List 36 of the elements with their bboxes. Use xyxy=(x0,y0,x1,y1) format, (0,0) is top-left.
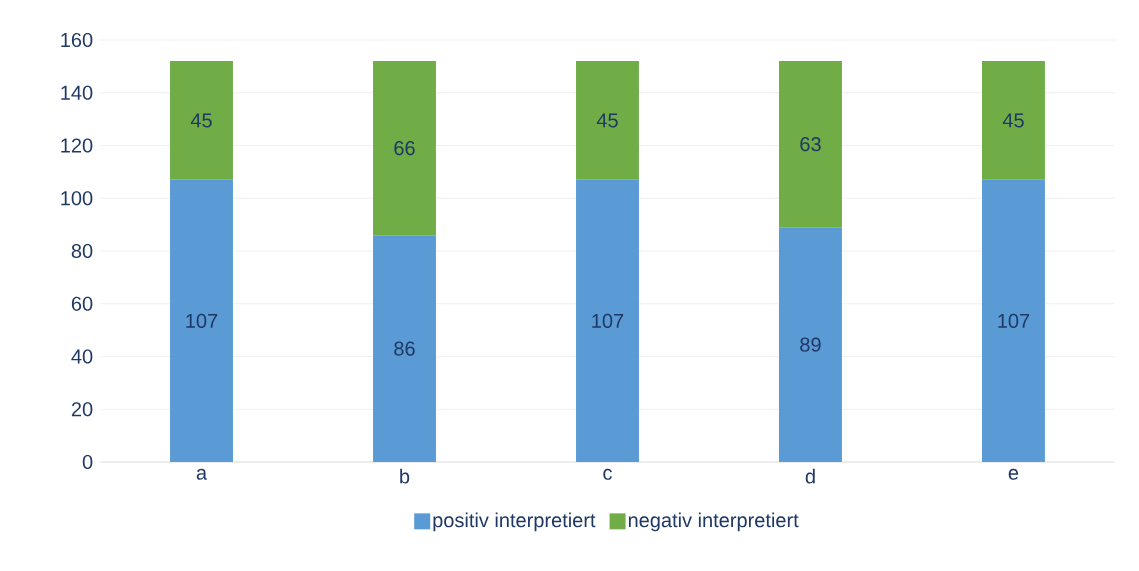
y-tick-label: 80 xyxy=(71,243,93,259)
bar xyxy=(779,61,842,228)
y-tick-label: 140 xyxy=(61,85,93,100)
bar xyxy=(170,61,233,180)
data-label: 45 xyxy=(190,113,212,128)
legend-label: negativ interpretiert xyxy=(628,512,799,532)
data-label: 66 xyxy=(394,141,415,156)
bar xyxy=(373,235,436,462)
data-label: 107 xyxy=(592,313,624,328)
bar xyxy=(576,179,639,462)
y-tick-label: 20 xyxy=(71,402,93,417)
y-tick-label: 0 xyxy=(82,454,93,470)
bar xyxy=(170,179,233,462)
data-label: 107 xyxy=(998,313,1030,328)
data-label: 107 xyxy=(186,313,218,328)
x-tick-label: c xyxy=(603,468,612,480)
data-label: 89 xyxy=(800,337,821,352)
data-label: 45 xyxy=(596,113,618,128)
x-tick-label: a xyxy=(196,468,208,480)
data-label: 45 xyxy=(1002,113,1024,128)
bar xyxy=(982,61,1045,180)
y-tick-label: 160 xyxy=(61,32,93,48)
x-tick-label: b xyxy=(400,468,410,484)
bar xyxy=(779,227,842,462)
legend-label: positiv interpretiert xyxy=(433,512,596,532)
bar xyxy=(576,61,639,180)
y-tick-label: 40 xyxy=(71,349,93,364)
data-label: 63 xyxy=(800,137,821,152)
x-tick-label: d xyxy=(805,468,815,484)
data-label: 86 xyxy=(394,341,415,356)
y-tick-label: 100 xyxy=(61,191,93,206)
y-tick-label: 60 xyxy=(71,296,93,311)
bar xyxy=(373,61,436,236)
bar xyxy=(982,179,1045,462)
x-tick-label: e xyxy=(1008,468,1019,480)
y-tick-label: 120 xyxy=(61,138,93,153)
